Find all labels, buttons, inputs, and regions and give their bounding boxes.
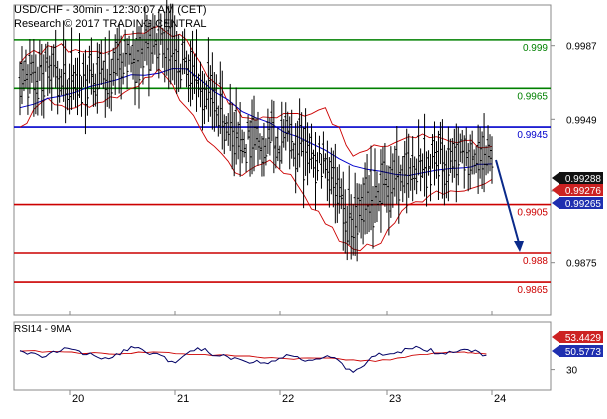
main-chart-frame: [13, 4, 552, 316]
price-badge-box-2: [559, 197, 603, 209]
main-plot-border: [13, 4, 552, 316]
price-badge-label-0: 0.99288: [565, 174, 602, 185]
time-axis: 20 21 22 23 24: [69, 311, 506, 405]
level-label-5: 0.9865: [517, 285, 548, 296]
projection-arrow: [495, 159, 524, 252]
price-levels: 0.999 0.9965 0.9945 0.9905 0.988 0.9865: [14, 39, 551, 296]
price-badge-box-1: [559, 184, 603, 196]
price-badge-label-2: 0.99265: [565, 199, 602, 210]
price-badge-pointer-0: [552, 172, 560, 184]
rsi-plot-border: [13, 321, 552, 391]
rsi-tick-label-0: 30: [566, 366, 578, 377]
level-label-1: 0.9965: [517, 91, 548, 102]
price-series: [18, 0, 494, 262]
projection-arrowhead: [514, 241, 524, 252]
price-badge-pointer-1: [552, 184, 560, 196]
price-tick-label-3: 0.9875: [566, 259, 597, 270]
rsi-badge-box-0: [559, 331, 603, 343]
rsi-panel-frame: [13, 321, 552, 391]
price-badge-pointer-2: [552, 197, 560, 209]
rsi-axis: 30 53.4429 50.5773: [551, 331, 603, 377]
rsi-ma-line: [19, 350, 487, 362]
rsi-lines: [19, 345, 487, 373]
chart-credit: Research © 2017 TRADING CENTRAL: [14, 18, 207, 30]
price-tick-label-0: 0.9987: [566, 42, 597, 53]
rsi-badge-label-0: 53.4429: [565, 333, 602, 344]
bollinger-band-lower: [19, 68, 493, 252]
price-badge-box-0: [559, 172, 603, 184]
level-label-3: 0.9905: [517, 208, 548, 219]
day-tick-label-3: 23: [389, 393, 401, 405]
rsi-panel-label: RSI14 - 9MA: [14, 324, 72, 335]
projection-line: [495, 159, 520, 244]
level-label-0: 0.999: [523, 43, 548, 54]
level-label-4: 0.988: [523, 256, 548, 267]
price-badge-label-1: 0.99276: [565, 186, 602, 197]
rsi-badge-box-1: [559, 345, 603, 357]
rsi-badge-label-1: 50.5773: [565, 347, 602, 358]
rsi-line: [19, 345, 487, 373]
rsi-badge-pointer-0: [552, 331, 560, 343]
rsi-badge-pointer-1: [552, 345, 560, 357]
level-label-2: 0.9945: [517, 130, 548, 141]
day-tick-label-0: 20: [72, 393, 84, 405]
day-tick-label-4: 24: [494, 393, 506, 405]
price-tick-label-1: 0.9949: [566, 115, 597, 126]
day-tick-label-1: 21: [177, 393, 189, 405]
day-tick-label-2: 22: [282, 393, 294, 405]
chart-title: USD/CHF - 30min - 12:30:07 AM (CET): [14, 4, 207, 16]
